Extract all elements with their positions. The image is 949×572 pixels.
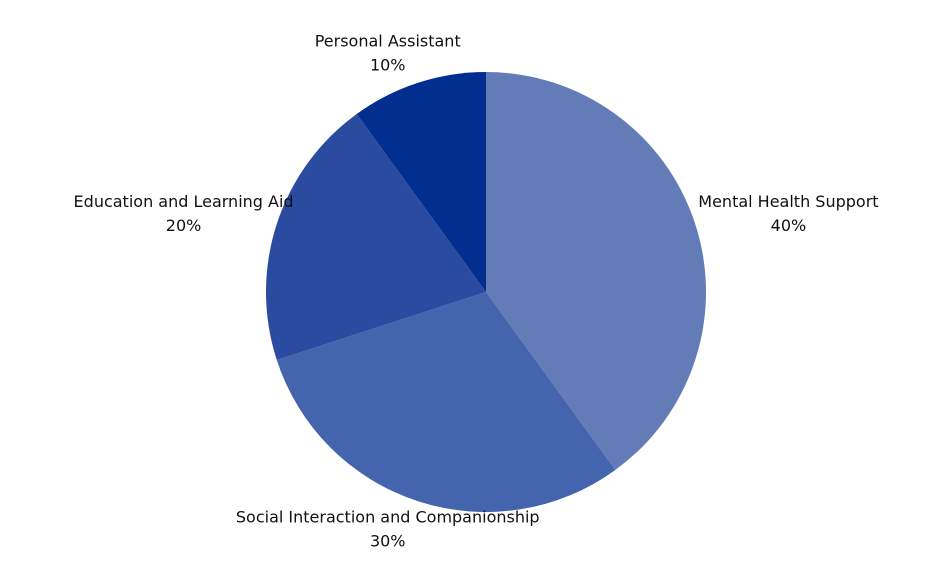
slice-value-label: 40% [771, 216, 807, 235]
slice-label: Education and Learning Aid [74, 192, 294, 211]
slice-value-label: 10% [370, 56, 406, 75]
pie-slice [356, 72, 486, 292]
slice-label: Social Interaction and Companionship [236, 507, 540, 526]
slice-label: Personal Assistant [315, 32, 461, 51]
slice-value-label: 20% [166, 216, 202, 235]
pie-slice [486, 72, 706, 470]
pie-slice [266, 114, 486, 360]
slice-label: Mental Health Support [698, 192, 878, 211]
pie-slice [276, 292, 616, 512]
slice-value-label: 30% [370, 531, 406, 550]
